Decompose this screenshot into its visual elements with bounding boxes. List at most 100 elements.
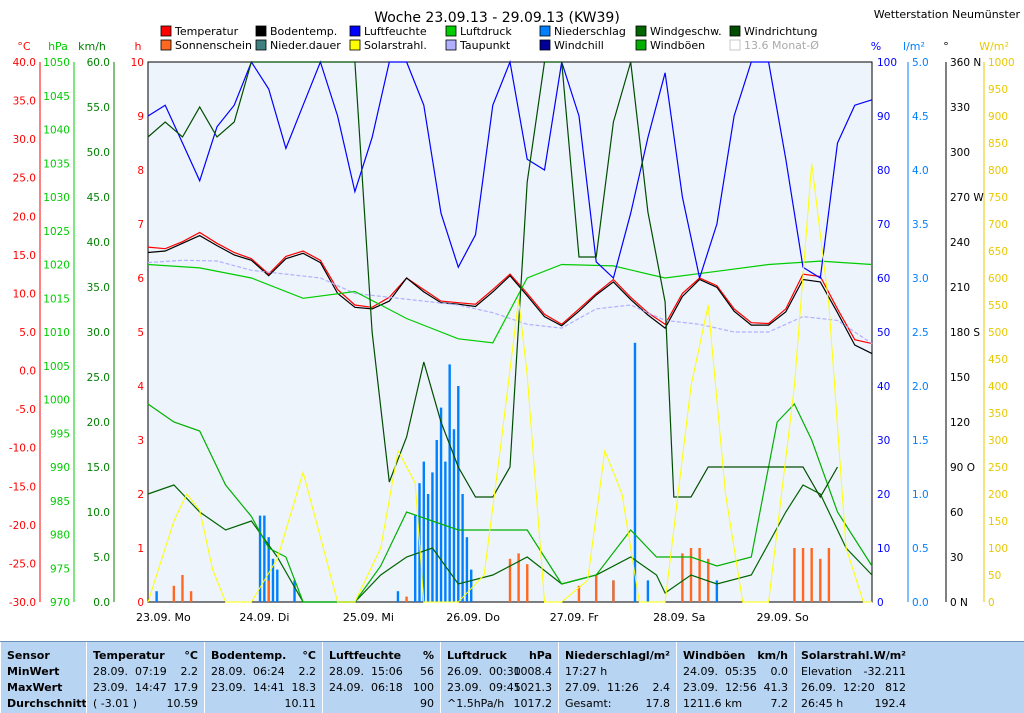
legend-entry[interactable]: Windrichtung bbox=[729, 25, 817, 38]
direction-tick-label: 210 bbox=[950, 282, 970, 294]
humidity-tick-label: 50 bbox=[877, 327, 890, 339]
summary-date: 28.09. bbox=[211, 665, 246, 678]
summary-value: 1008.4 bbox=[513, 665, 553, 678]
hours-tick-label: 8 bbox=[137, 165, 144, 177]
temp-tick-label: -25.0 bbox=[9, 558, 36, 570]
direction-tick-label: 0 N bbox=[950, 597, 968, 609]
rain-tick-label: 0.5 bbox=[912, 543, 929, 555]
summary-cell-row: Elevation -32.211 bbox=[801, 664, 906, 680]
summary-unit: °C bbox=[302, 649, 316, 662]
legend-entry[interactable]: Luftdruck bbox=[445, 25, 512, 38]
legend-entry[interactable]: Niederschlag bbox=[539, 25, 626, 38]
summary-value: 17.9 bbox=[173, 681, 199, 694]
humidity-tick-label: 20 bbox=[877, 489, 890, 501]
direction-tick-label: 360 N bbox=[950, 57, 981, 69]
bar bbox=[426, 494, 430, 602]
station-name: Wetterstation Neumünster bbox=[874, 8, 1021, 21]
hours-tick-label: 5 bbox=[137, 327, 144, 339]
summary-value: -32.211 bbox=[863, 665, 906, 678]
bar bbox=[435, 440, 438, 602]
legend-entry[interactable]: Windchill bbox=[539, 39, 604, 52]
temp-tick-label: -15.0 bbox=[9, 481, 36, 493]
summary-date: 23.09. bbox=[93, 681, 128, 694]
summary-time: 06:24 bbox=[253, 665, 285, 678]
series-windb-en bbox=[147, 402, 873, 603]
legend-swatch bbox=[349, 25, 361, 37]
legend-entry[interactable]: Taupunkt bbox=[445, 39, 511, 52]
summary-column: Solarstrahl. W/m² Elevation -32.211 26.09. 12… bbox=[794, 642, 912, 713]
legend-swatch bbox=[255, 39, 267, 51]
legend-entry[interactable]: Bodentemp. bbox=[255, 25, 337, 38]
pressure-tick-label: 975 bbox=[50, 563, 70, 575]
summary-sensor-name: Bodentemp. bbox=[211, 649, 287, 662]
summary-time: 14:41 bbox=[253, 681, 285, 694]
legend-entry[interactable]: Nieder.dauer bbox=[255, 39, 341, 52]
x-tick-label: 25.09. Mi bbox=[343, 611, 394, 624]
rain-tick-label: 3.0 bbox=[912, 273, 929, 285]
summary-column: Niederschlag l/m² 17:27 h 27.09. 11:26 2.4 Ges… bbox=[558, 642, 676, 713]
bar bbox=[457, 386, 460, 602]
temp-tick-label: -30.0 bbox=[9, 597, 36, 609]
hours-tick-label: 10 bbox=[131, 57, 144, 69]
bar bbox=[271, 558, 275, 602]
x-tick-label: 26.09. Do bbox=[446, 611, 500, 624]
bar bbox=[189, 591, 193, 602]
summary-unit: l/m² bbox=[645, 649, 670, 662]
legend-entry[interactable]: Sonnenschein bbox=[160, 39, 252, 52]
direction-tick-label: 150 bbox=[950, 372, 970, 384]
summary-date: 1211.6 km bbox=[683, 697, 743, 710]
hours-tick-label: 2 bbox=[137, 489, 144, 501]
temp-tick-label: 5.0 bbox=[19, 327, 36, 339]
bar bbox=[452, 429, 456, 602]
legend-entry[interactable]: 13.6 Monat-Ø bbox=[729, 39, 819, 52]
wind-tick-label: 35.0 bbox=[87, 282, 110, 294]
summary-value: 41.3 bbox=[763, 681, 789, 694]
temp-tick-label: 0.0 bbox=[19, 366, 36, 378]
legend-entry[interactable]: Temperatur bbox=[160, 25, 239, 38]
bar bbox=[267, 537, 270, 602]
legend-label: Nieder.dauer bbox=[270, 39, 341, 52]
summary-cell-row: 28.09. 07:19 2.2 bbox=[93, 664, 198, 680]
direction-unit-label: ° bbox=[943, 40, 949, 53]
legend-entry[interactable]: Luftfeuchte bbox=[349, 25, 427, 38]
temp-tick-label: 20.0 bbox=[13, 211, 36, 223]
solar-tick-label: 600 bbox=[988, 273, 1008, 285]
solar-tick-label: 900 bbox=[988, 111, 1008, 123]
solar-tick-label: 350 bbox=[988, 408, 1008, 420]
summary-time: 06:18 bbox=[371, 681, 403, 694]
bar bbox=[444, 461, 447, 602]
summary-unit: km/h bbox=[757, 649, 788, 662]
summary-unit: hPa bbox=[528, 649, 552, 662]
summary-row-label: Sensor bbox=[7, 649, 50, 662]
summary-column: Temperatur °C 28.09. 07:19 2.2 23.09. 14:47 17.… bbox=[86, 642, 204, 713]
summary-value: 0.0 bbox=[770, 665, 789, 678]
summary-cell-row: 10.11 bbox=[211, 696, 317, 712]
legend-label: Windgeschw. bbox=[650, 25, 722, 38]
legend-label: Windböen bbox=[650, 39, 705, 52]
direction-tick-label: 240 bbox=[950, 237, 970, 249]
legend-entry[interactable]: Solarstrahl. bbox=[349, 39, 427, 52]
solar-tick-label: 950 bbox=[988, 84, 1008, 96]
legend-label: Niederschlag bbox=[554, 25, 626, 38]
summary-date: 17:27 h bbox=[565, 665, 608, 678]
solar-tick-label: 450 bbox=[988, 354, 1008, 366]
bar bbox=[276, 569, 279, 602]
summary-cell-row: 26:45 h 192.4 bbox=[801, 696, 906, 712]
summary-value: 56 bbox=[420, 665, 434, 678]
humidity-tick-label: 80 bbox=[877, 165, 890, 177]
summary-time: 07:19 bbox=[135, 665, 167, 678]
summary-cell-row: 24.09. 05:35 0.0 bbox=[683, 664, 788, 680]
legend-entry[interactable]: Windböen bbox=[635, 39, 705, 52]
summary-date: Elevation bbox=[801, 665, 853, 678]
solar-tick-label: 550 bbox=[988, 300, 1008, 312]
temp-tick-label: 35.0 bbox=[13, 96, 36, 108]
summary-time: 14:47 bbox=[135, 681, 167, 694]
summary-cell-row: 23.09. 14:41 18.3 bbox=[211, 680, 316, 696]
summary-cell-row: 1211.6 km 7.2 bbox=[683, 696, 788, 712]
legend-swatch bbox=[729, 25, 741, 37]
bar bbox=[155, 591, 158, 602]
legend-swatch bbox=[349, 39, 361, 51]
x-tick-label: 29.09. So bbox=[757, 611, 809, 624]
legend-entry[interactable]: Windgeschw. bbox=[635, 25, 722, 38]
solar-tick-label: 300 bbox=[988, 435, 1008, 447]
